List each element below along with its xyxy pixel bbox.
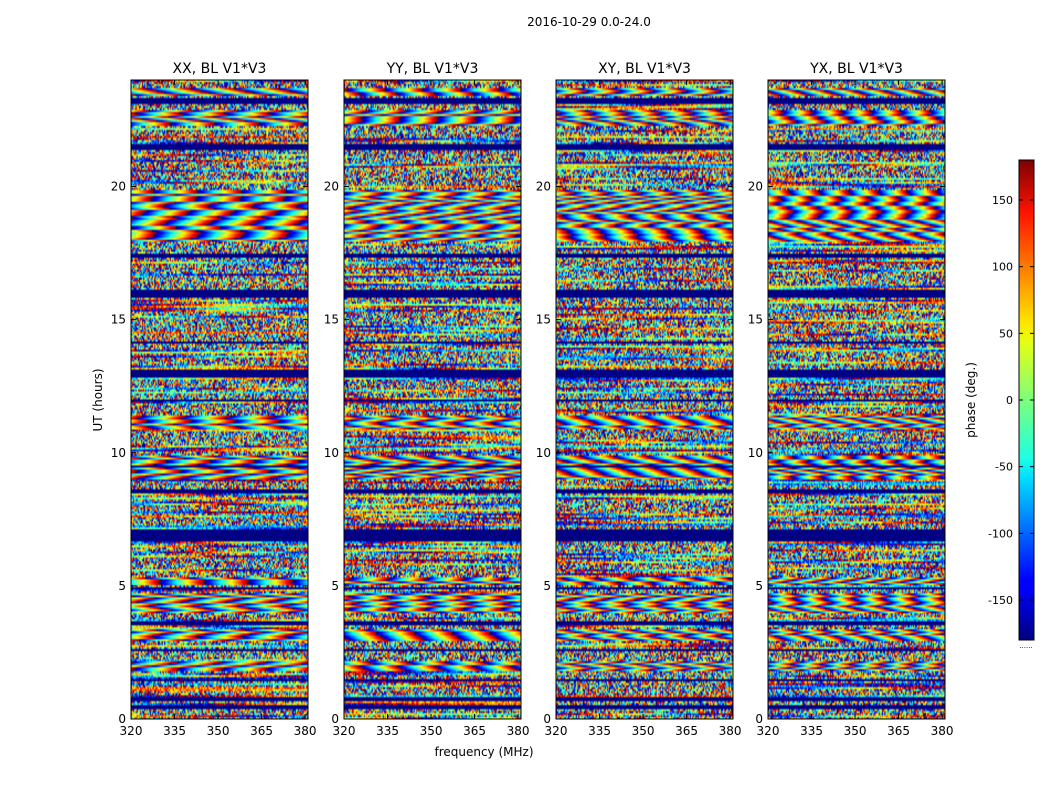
y-tick-label: 0 <box>331 712 339 726</box>
y-tick-label: 15 <box>111 313 126 327</box>
figure-suptitle: 2016-10-29 0.0-24.0 <box>527 15 651 29</box>
y-tick-label: 15 <box>748 313 763 327</box>
x-tick-label: 335 <box>376 724 399 738</box>
x-tick-label: 335 <box>800 724 823 738</box>
panel-xx: XX, BL V1*V3 320 335 350 365 380 0 5 10 15 20 <box>111 61 317 738</box>
y-tick-label: 0 <box>755 712 763 726</box>
panel-frame <box>555 79 734 720</box>
y-tick-label: 20 <box>536 180 551 194</box>
colorbar-tick-label: 0 <box>1006 394 1013 407</box>
y-axis-label: UT (hours) <box>91 368 105 431</box>
y-tick-label: 10 <box>111 446 126 460</box>
x-tick-label: 365 <box>250 724 273 738</box>
x-tick-label: 320 <box>120 724 143 738</box>
colorbar-tick-label: -50 <box>995 461 1013 474</box>
x-tick-label: 365 <box>463 724 486 738</box>
panel-title: YX, BL V1*V3 <box>809 61 903 77</box>
x-tick-label: 320 <box>757 724 780 738</box>
colorbar: -150 -100 -50 0 50 100 150 phase (deg.) ...... <box>964 159 1035 650</box>
x-tick-label: 365 <box>675 724 698 738</box>
colorbar-tick-label: 100 <box>992 261 1013 274</box>
phase-heatmap <box>344 80 521 719</box>
y-tick-label: 0 <box>118 712 126 726</box>
y-tick-label: 20 <box>111 180 126 194</box>
x-axis-label: frequency (MHz) <box>434 745 533 759</box>
colorbar-label: phase (deg.) <box>964 362 978 438</box>
panel-yx: YX, BL V1*V3 320 335 350 365 380 0 5 10 15 20 <box>748 61 954 738</box>
y-tick-label: 20 <box>324 180 339 194</box>
x-tick-label: 350 <box>207 724 230 738</box>
colorbar-tick-label: -150 <box>988 594 1013 607</box>
phase-heatmap <box>768 80 945 719</box>
colorbar-ticks: -150 -100 -50 0 50 100 150 <box>988 194 1034 607</box>
x-tick-label: 380 <box>294 724 317 738</box>
x-tick-label: 320 <box>545 724 568 738</box>
panel-title: YY, BL V1*V3 <box>386 61 479 77</box>
y-tick-label: 15 <box>536 313 551 327</box>
panel-title: XY, BL V1*V3 <box>598 61 691 77</box>
x-tick-label: 380 <box>719 724 742 738</box>
colorbar-tick-label: 150 <box>992 194 1013 207</box>
panel-frame <box>767 79 946 720</box>
x-tick-label: 335 <box>588 724 611 738</box>
x-tick-label: 365 <box>887 724 910 738</box>
colorbar-tick-label: -100 <box>988 527 1013 540</box>
y-tick-label: 10 <box>748 446 763 460</box>
y-tick-label: 5 <box>331 579 339 593</box>
y-tick-label: 0 <box>543 712 551 726</box>
panel-frame <box>343 79 522 720</box>
y-tick-label: 20 <box>748 180 763 194</box>
colorbar-footnote: ...... <box>1019 642 1032 650</box>
y-tick-label: 5 <box>755 579 763 593</box>
y-tick-label: 5 <box>118 579 126 593</box>
colorbar-tick-label: 50 <box>999 327 1013 340</box>
y-tick-label: 5 <box>543 579 551 593</box>
panel-xy: XY, BL V1*V3 320 335 350 365 380 0 5 10 15 20 <box>536 61 742 738</box>
panel-title: XX, BL V1*V3 <box>173 61 267 77</box>
y-tick-label: 10 <box>324 446 339 460</box>
x-tick-label: 335 <box>163 724 186 738</box>
y-tick-label: 10 <box>536 446 551 460</box>
phase-heatmap <box>131 80 308 719</box>
x-tick-label: 380 <box>931 724 954 738</box>
x-tick-label: 320 <box>333 724 356 738</box>
panel-yy: YY, BL V1*V3 320 335 350 365 380 0 5 10 15 20 <box>324 61 530 738</box>
y-tick-label: 15 <box>324 313 339 327</box>
x-tick-label: 350 <box>420 724 443 738</box>
x-tick-label: 350 <box>632 724 655 738</box>
x-tick-label: 380 <box>507 724 530 738</box>
panel-frame <box>130 79 309 720</box>
phase-heatmap <box>556 80 733 719</box>
x-tick-label: 350 <box>844 724 867 738</box>
